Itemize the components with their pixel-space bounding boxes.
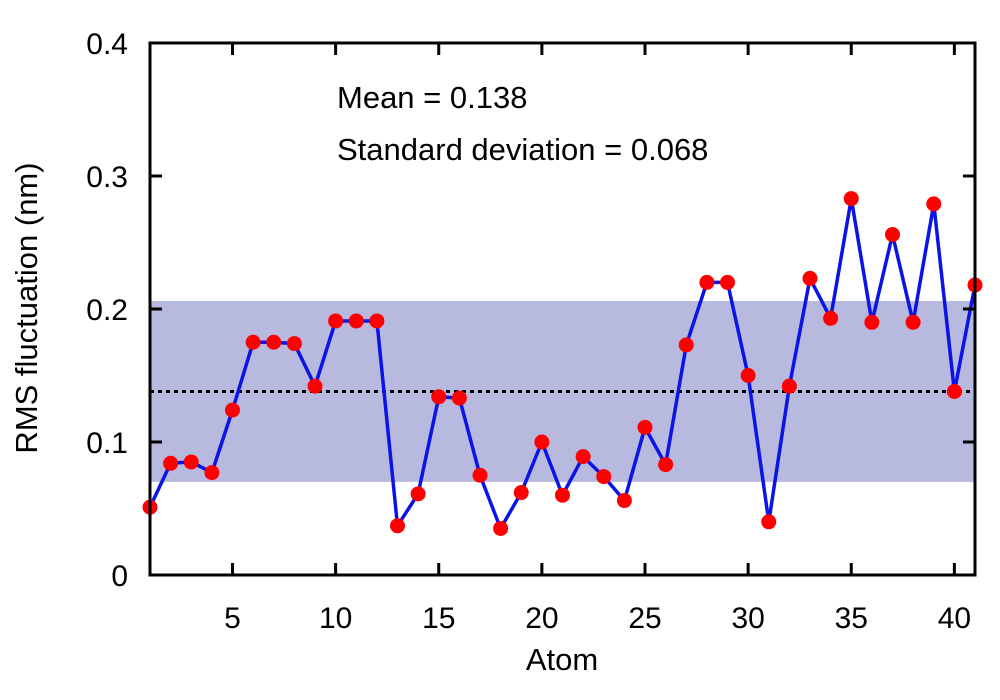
data-point [575, 449, 591, 465]
data-point [823, 310, 839, 326]
data-point [451, 390, 467, 406]
x-tick-label: 25 [628, 602, 661, 635]
mean-annotation: Mean = 0.138 [337, 80, 527, 115]
data-point [513, 485, 529, 501]
std-dev-annotation: Standard deviation = 0.068 [337, 132, 708, 167]
data-point [225, 402, 240, 418]
data-point [596, 469, 612, 485]
data-point [885, 227, 900, 243]
data-point [637, 419, 653, 435]
data-point [328, 313, 344, 329]
data-point [245, 334, 261, 350]
x-tick-label: 40 [938, 602, 971, 635]
y-tick-label: 0.2 [86, 294, 128, 327]
data-point [472, 467, 488, 483]
data-point [555, 487, 570, 503]
data-point [864, 314, 880, 330]
data-point [163, 455, 179, 471]
data-point [781, 378, 797, 394]
data-point [534, 434, 550, 450]
data-point [369, 313, 385, 329]
y-tick-label: 0.4 [86, 28, 128, 61]
data-point [843, 191, 859, 207]
data-point [266, 334, 282, 350]
data-point [307, 378, 323, 394]
data-point [678, 337, 694, 353]
y-tick-label: 0.3 [86, 161, 128, 194]
data-point [658, 457, 674, 473]
x-tick-label: 30 [731, 602, 764, 635]
data-point [410, 486, 426, 502]
data-point [946, 383, 962, 399]
data-point [616, 493, 632, 509]
data-point [761, 514, 777, 530]
data-point [802, 270, 818, 286]
data-point [390, 518, 405, 534]
data-point [286, 336, 302, 352]
data-point [204, 465, 220, 481]
data-point [348, 313, 364, 329]
x-tick-label: 10 [319, 602, 352, 635]
y-tick-label: 0 [111, 560, 128, 593]
y-axis-title: RMS fluctuation (nm) [9, 162, 44, 453]
data-point [699, 274, 715, 290]
x-axis-title: Atom [526, 642, 598, 677]
x-tick-label: 15 [422, 602, 455, 635]
data-point [183, 454, 199, 470]
data-point [720, 274, 735, 290]
data-point [926, 196, 942, 212]
data-point [431, 389, 447, 405]
data-point [493, 520, 509, 536]
data-point [740, 368, 756, 383]
y-tick-label: 0.1 [86, 427, 128, 460]
data-point [905, 314, 921, 330]
x-tick-label: 35 [835, 602, 868, 635]
x-tick-label: 5 [224, 602, 241, 635]
x-tick-label: 20 [525, 602, 558, 635]
